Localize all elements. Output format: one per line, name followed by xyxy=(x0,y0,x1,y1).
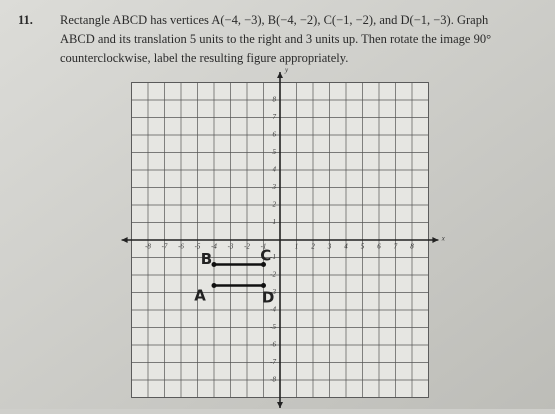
problem-line: counterclockwise, label the resulting fi… xyxy=(60,51,348,65)
vertex-dot xyxy=(211,283,217,288)
y-tick-label: -2 xyxy=(270,271,276,279)
x-tick-label: 8 xyxy=(410,243,414,251)
x-tick-label: 2 xyxy=(311,243,315,251)
x-tick-label: -1 xyxy=(261,243,267,251)
y-axis-label: y xyxy=(284,66,289,74)
y-tick-label: 4 xyxy=(273,166,277,174)
y-tick-label: 2 xyxy=(273,201,277,209)
x-tick-label: 5 xyxy=(361,243,365,251)
y-tick-label: 6 xyxy=(273,131,277,139)
vertex-dot xyxy=(211,262,217,267)
x-tick-label: -6 xyxy=(178,243,184,251)
drawn-rectangle xyxy=(214,263,264,287)
hand-label: C xyxy=(260,246,271,264)
y-tick-label: 5 xyxy=(273,148,277,156)
x-tick-label: -2 xyxy=(244,243,250,251)
x-tick-label: 6 xyxy=(377,243,381,251)
y-tick-label: -8 xyxy=(270,376,276,384)
y-tick-label: 7 xyxy=(273,113,277,121)
y-tick-label: 3 xyxy=(272,183,277,191)
x-tick-label: 1 xyxy=(295,243,299,251)
x-axis-label: x xyxy=(441,235,446,243)
x-tick-label: 3 xyxy=(327,243,332,251)
y-tick-label: 1 xyxy=(273,218,277,226)
y-tick-label: 8 xyxy=(273,96,277,104)
y-tick-label: -1 xyxy=(270,253,276,261)
hand-label: D xyxy=(262,288,274,306)
coordinate-grid: -8 -7 -6 -5 -4 -3 -2 -1 1 2 3 4 5 6 7 8 8 7 6 5 4 3 2 1 -1 -2 -3 -4… xyxy=(121,66,446,408)
problem-line: Rectangle ABCD has vertices A(−4, −3), B… xyxy=(60,13,489,27)
y-tick-label: -3 xyxy=(270,288,276,296)
hand-label: A xyxy=(194,287,206,305)
y-tick-label: -4 xyxy=(270,306,276,314)
y-tick-label: -6 xyxy=(270,341,276,349)
vertex-dot xyxy=(261,283,266,288)
x-tick-label: 4 xyxy=(344,243,348,251)
x-tick-label: 7 xyxy=(394,243,398,251)
x-tick-label: -7 xyxy=(162,243,168,251)
problem-line: ABCD and its translation 5 units to the … xyxy=(60,32,491,46)
vertex-dot xyxy=(261,262,266,267)
y-tick-label: -7 xyxy=(270,358,276,366)
x-tick-label: -4 xyxy=(211,243,217,251)
hand-label: B xyxy=(201,250,212,268)
x-tick-label: -8 xyxy=(145,243,151,251)
y-tick-label: -5 xyxy=(270,323,276,331)
x-tick-label: -5 xyxy=(195,243,201,251)
problem-number: 11. xyxy=(18,13,33,27)
x-tick-label: -3 xyxy=(228,243,234,251)
